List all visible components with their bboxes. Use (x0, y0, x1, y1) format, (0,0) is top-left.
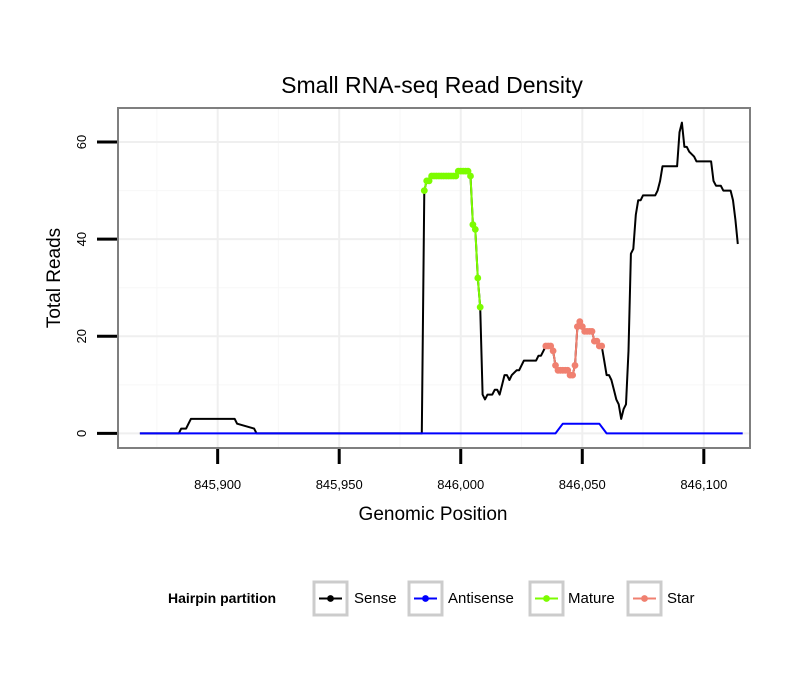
data-point-star (571, 362, 579, 369)
grid (118, 108, 750, 448)
y-tick-label: 60 (74, 135, 89, 149)
data-point-star (569, 371, 576, 379)
x-tick-label: 846,000 (437, 477, 484, 492)
legend-key-marker (422, 595, 429, 602)
data-point-mature (420, 187, 428, 195)
marker-layer (420, 167, 606, 379)
x-tick-label: 846,100 (680, 477, 727, 492)
data-point-mature (474, 274, 482, 282)
data-point-mature (467, 172, 474, 180)
plot-frame (117, 107, 751, 449)
legend: Hairpin partition Sense Antisense Mature St… (168, 580, 695, 617)
legend-title: Hairpin partition (168, 590, 276, 606)
x-tick-label: 845,900 (194, 477, 241, 492)
legend-item-mature: Mature (528, 580, 615, 617)
data-point-mature (476, 303, 484, 311)
legend-label: Sense (354, 590, 397, 607)
legend-item-star: Star (626, 580, 695, 617)
legend-key-marker (327, 595, 334, 602)
data-point-mature (471, 226, 479, 233)
axes: 845,900 845,950 846,000 846,050 846,100 0 20 40… (74, 135, 727, 492)
legend-label: Antisense (448, 590, 514, 607)
legend-item-antisense: Antisense (407, 580, 514, 617)
legend-key-marker (543, 595, 550, 602)
y-axis-label: Total Reads (44, 228, 65, 328)
series-line-sense (139, 121, 739, 435)
legend-item-sense: Sense (312, 580, 397, 617)
legend-label: Mature (568, 590, 615, 607)
legend-label: Star (667, 590, 695, 607)
y-tick-label: 20 (74, 329, 89, 343)
data-point-star (598, 342, 606, 350)
legend-key-marker (641, 595, 648, 602)
x-tick-label: 846,050 (559, 477, 606, 492)
data-point-star (588, 328, 596, 335)
data-point-star (549, 347, 557, 355)
x-tick-label: 845,950 (316, 477, 363, 492)
y-tick-label: 40 (74, 232, 89, 246)
series-layer (139, 121, 743, 435)
y-tick-label: 0 (74, 430, 89, 437)
x-axis-label: Genomic Position (359, 504, 508, 525)
chart-title: Small RNA-seq Read Density (281, 72, 583, 98)
series-line-antisense (139, 422, 743, 435)
